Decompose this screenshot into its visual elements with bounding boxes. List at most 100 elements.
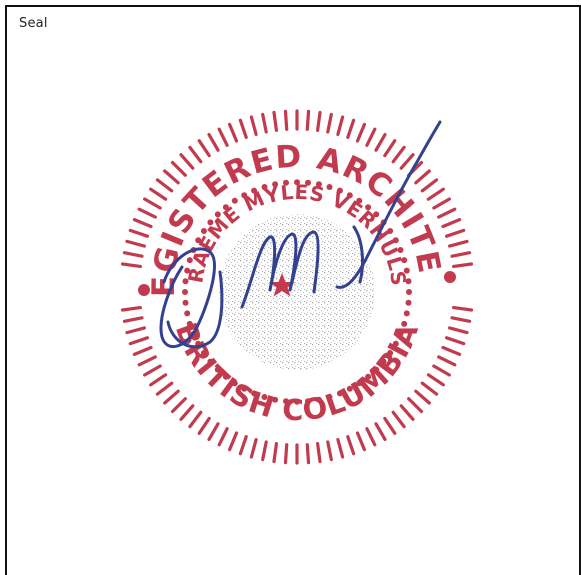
seal-dot (315, 181, 322, 188)
seal-tick (197, 139, 211, 158)
seal-tick (120, 306, 143, 312)
architect-seal: REGISTERED ARCHITECT GRAEME MYLES VERHUL… (102, 92, 492, 472)
seal-tick (420, 178, 439, 193)
seal-dot (405, 278, 412, 285)
seal-tick (163, 389, 180, 405)
seal-tick (374, 422, 387, 441)
seal-dot (261, 184, 268, 190)
seal-tick (365, 127, 377, 147)
seal-tick (261, 440, 268, 462)
seal-dot (346, 385, 353, 392)
seal-tick (437, 355, 457, 367)
seal-tick (122, 251, 144, 258)
seal-tick (125, 239, 147, 248)
seal-tick (163, 169, 180, 185)
handwritten-signature (159, 120, 442, 349)
seal-tick (179, 153, 195, 170)
seal-tick (149, 187, 168, 201)
seal-dot (397, 331, 404, 337)
seal-tick (383, 416, 397, 435)
seal-dot (231, 197, 238, 204)
seal-dot (214, 366, 221, 373)
seal-tick (355, 122, 366, 143)
seal-tick (283, 443, 289, 465)
seal-dot (294, 179, 300, 186)
seal-dot (184, 267, 191, 274)
seal-dot (406, 289, 412, 295)
seal-tick (426, 187, 445, 201)
seal-tick (142, 364, 162, 377)
seal-dot (403, 267, 410, 274)
seal-tick (336, 438, 345, 459)
seal-tick (326, 440, 333, 462)
seal-tick (450, 316, 472, 323)
seal-tick (399, 404, 415, 421)
seal-tick (227, 122, 239, 143)
seal-tick (122, 316, 144, 323)
seal-dot (403, 310, 410, 317)
seal-dot (182, 289, 188, 295)
seal-dot (305, 398, 311, 405)
seal-tick (128, 336, 150, 346)
seal-tick (407, 397, 424, 414)
seal-dot (283, 398, 289, 405)
seal-dot (272, 396, 279, 403)
seal-tick (188, 145, 203, 164)
seal-dot (365, 373, 372, 380)
seal-tick (391, 410, 406, 429)
section-label: Seal (19, 16, 48, 31)
seal-tick (272, 110, 278, 133)
seal-tick (383, 139, 397, 158)
seal-tick (355, 431, 366, 452)
seal-dot (207, 219, 214, 226)
seal-dot (392, 340, 399, 347)
seal-dot (380, 358, 387, 365)
seal-dot (401, 257, 408, 264)
seal-dot (401, 320, 408, 327)
seal-tick (149, 373, 168, 387)
seal-dot (251, 187, 258, 194)
seal-dot (241, 192, 248, 199)
seal-dot (283, 179, 289, 186)
seal-tick (170, 160, 187, 177)
seal-tick (432, 364, 451, 377)
seal-dot (200, 228, 207, 234)
seal-tick (414, 169, 431, 185)
seal-tick (249, 438, 258, 459)
seal-tick (420, 381, 439, 396)
seal-dot (261, 394, 268, 400)
seal-tick (448, 326, 469, 335)
seal-tick (217, 427, 229, 447)
seal-tick (374, 132, 387, 152)
seal-graphic: REGISTERED ARCHITECT GRAEME MYLES VERHUL… (102, 92, 474, 465)
seal-tick (249, 115, 258, 137)
seal-tick (120, 262, 143, 268)
seal-tick (132, 345, 153, 356)
seal-dot (387, 350, 394, 356)
seal-dot (195, 237, 202, 244)
right-bullet-icon (444, 271, 456, 283)
seal-tick (450, 251, 472, 258)
seal-dot (182, 299, 189, 306)
seal-panel: Seal (5, 5, 581, 575)
seal-dot (200, 350, 207, 356)
seal-tick (179, 404, 195, 421)
seal-dot (356, 197, 363, 204)
seal-dot (326, 394, 333, 400)
seal-tick (391, 145, 406, 164)
seal-dot (346, 192, 353, 199)
seal-tick (399, 153, 415, 170)
seal-dot (186, 257, 193, 264)
seal-dot (184, 310, 191, 317)
star-icon (269, 273, 295, 297)
seal-tick (452, 262, 474, 268)
seal-tick (365, 427, 377, 447)
seal-tick (207, 422, 220, 441)
seal-tick (346, 118, 356, 140)
seal-tick (441, 345, 462, 356)
seal-dot (241, 385, 248, 392)
seal-tick (170, 397, 187, 414)
seal-tick (272, 442, 278, 464)
seal-tick (441, 217, 462, 229)
seal-tick (445, 228, 466, 238)
